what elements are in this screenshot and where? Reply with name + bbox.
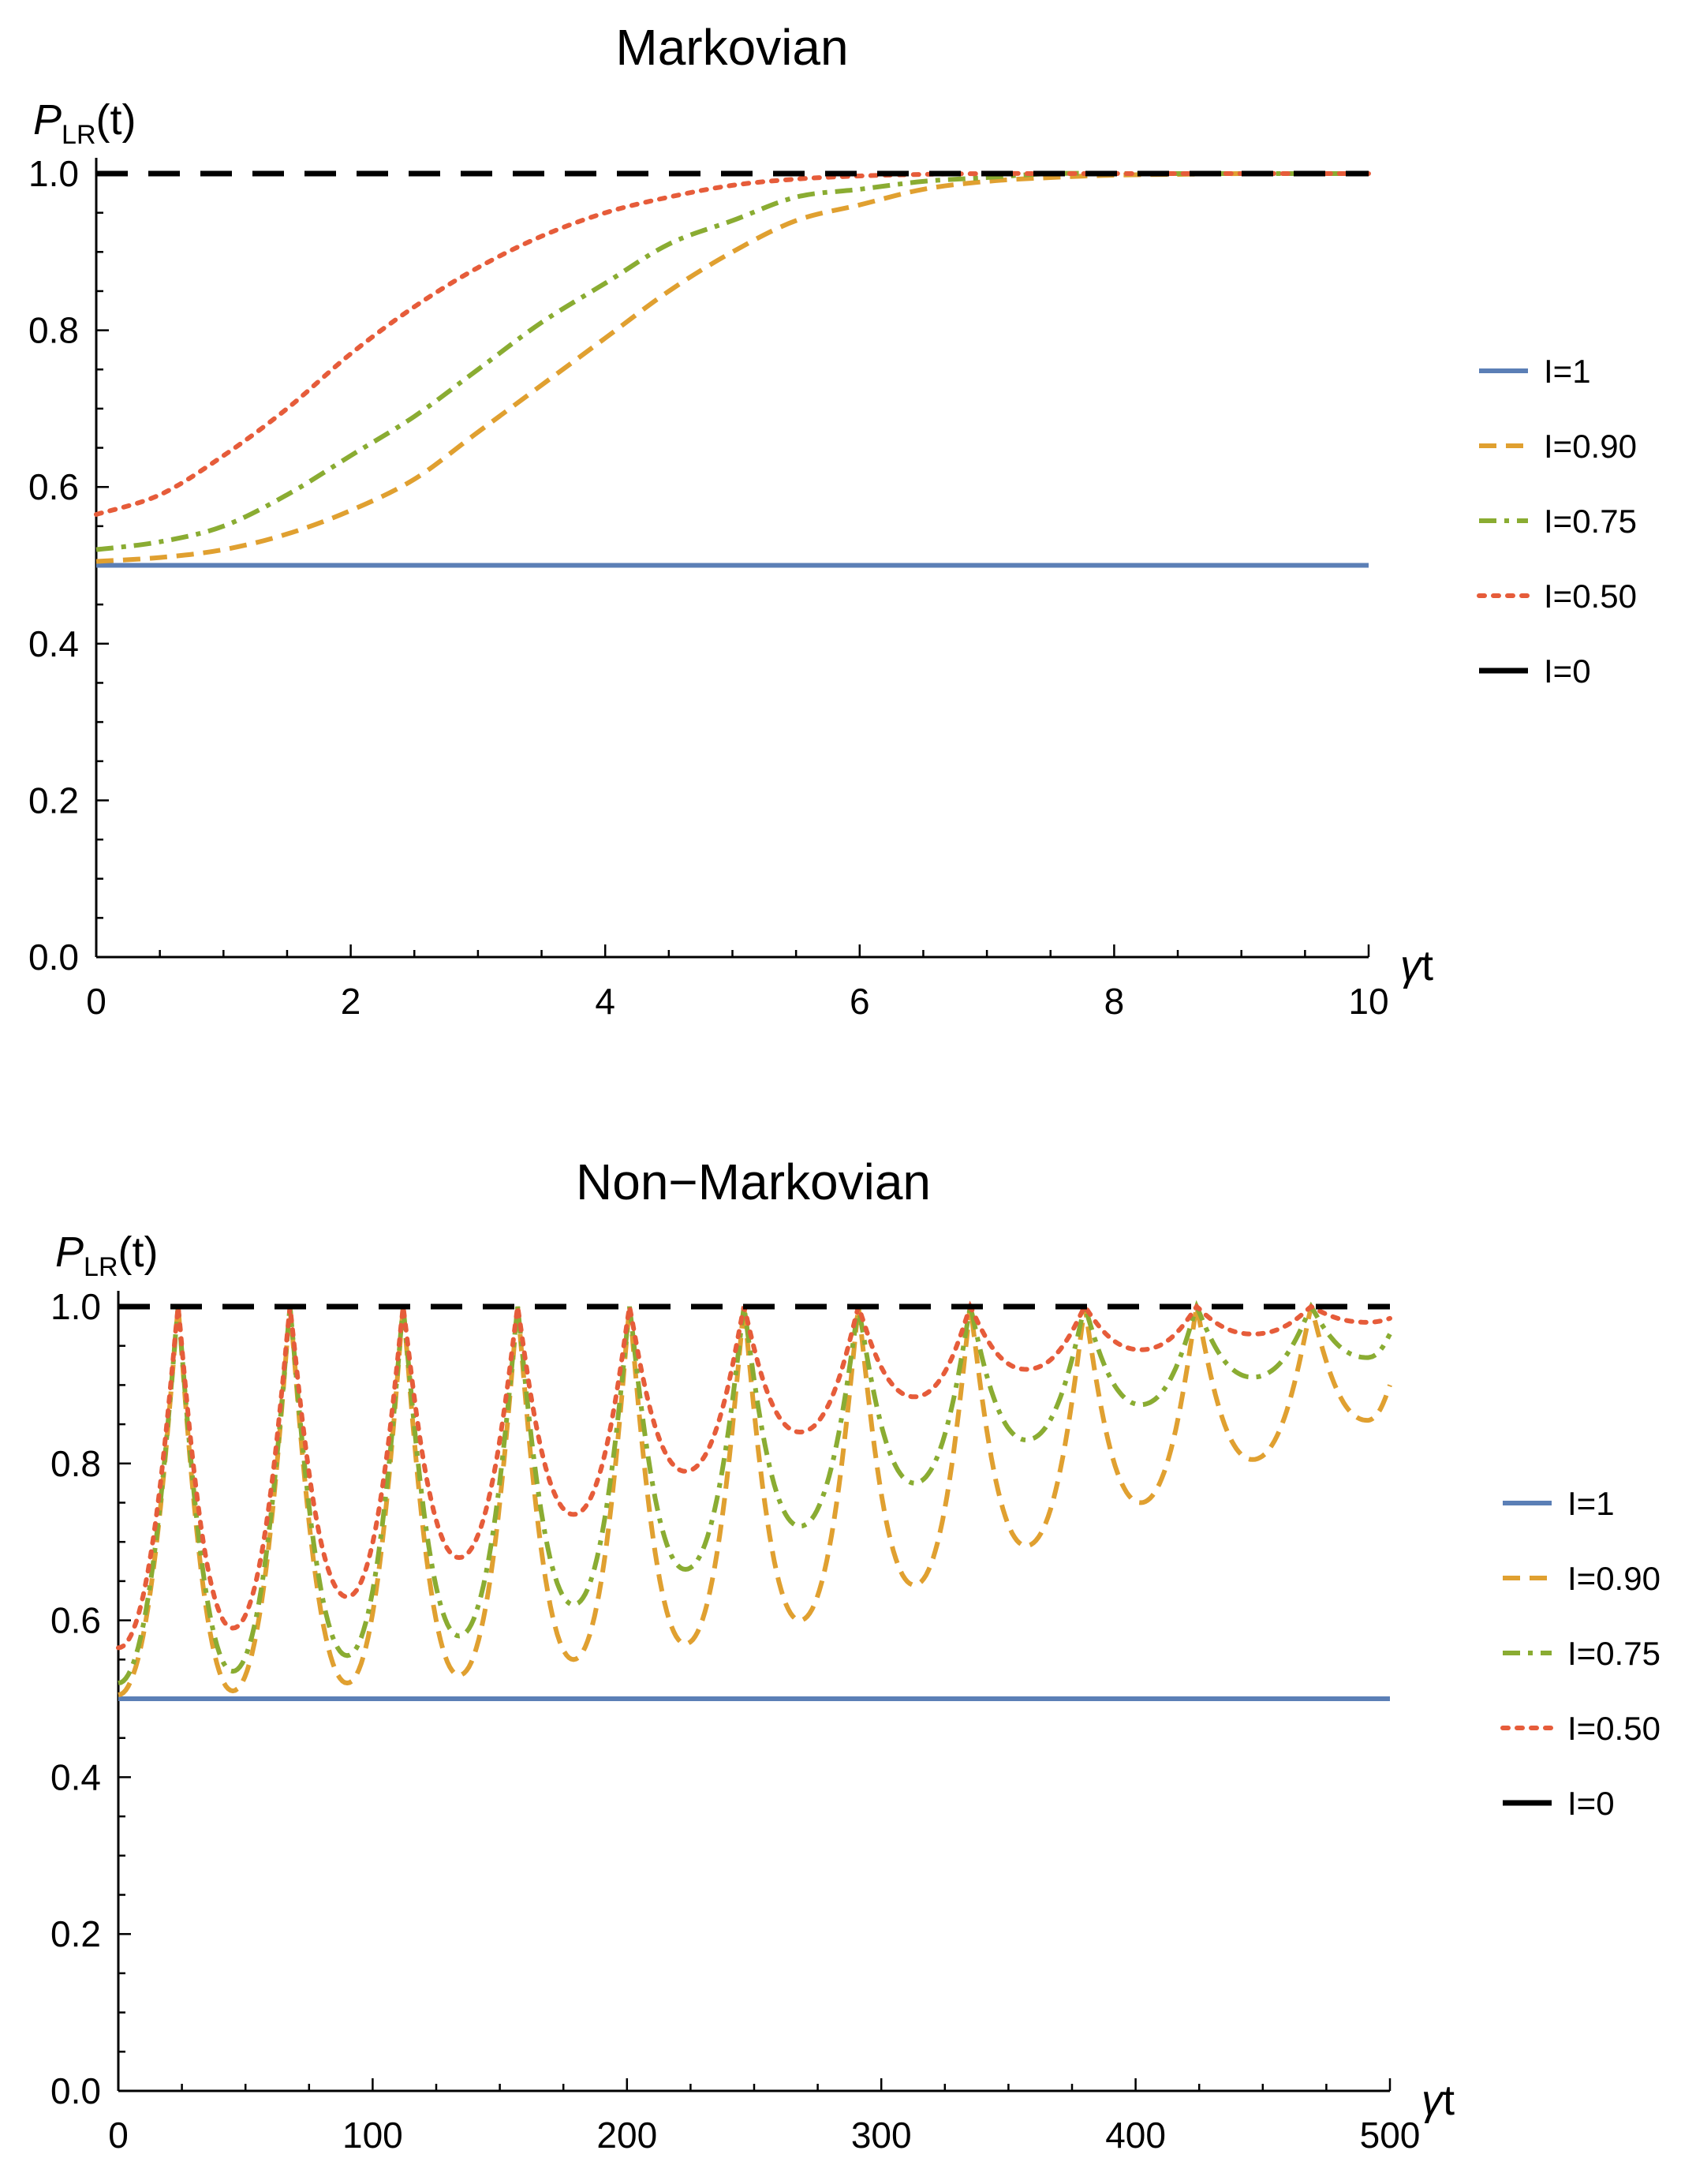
- chart-title: Non−Markovian: [576, 1154, 931, 1210]
- x-tick-label: 0: [86, 981, 106, 1022]
- x-tick-label: 6: [850, 981, 870, 1022]
- series-line-i-0-90: [95, 170, 1369, 564]
- series-line-i-0-75: [118, 1298, 1392, 1686]
- chart-panel-1: Markovian 0 2 4 6 8 10 0.0 0.2 0.4 0.6 0.8 1.0PLR(t)…: [28, 19, 1637, 1022]
- x-tick-label: 100: [342, 2115, 403, 2156]
- y-tick-label: 0.2: [50, 1913, 101, 1954]
- x-tick-label: 8: [1104, 981, 1125, 1022]
- y-tick-label: 0.6: [50, 1600, 101, 1641]
- legend-label: I=0.75: [1567, 1635, 1661, 1672]
- legend-label: I=1: [1544, 353, 1591, 390]
- legend-label: I=1: [1567, 1485, 1615, 1522]
- y-tick-label: 0.6: [28, 466, 79, 507]
- legend-label: I=0: [1567, 1785, 1615, 1822]
- y-tick-label: 0.8: [28, 310, 79, 351]
- legend: I=1 I=0.90 I=0.75 I=0.50 I=0: [1477, 353, 1637, 690]
- chart-panel-2: Non−Markovian 0 100 200 300 400 500 0.0 0.2 0.4 0.…: [50, 1154, 1661, 2156]
- y-tick-label: 0.4: [50, 1756, 101, 1797]
- series-line-i-0-90: [118, 1306, 1392, 1697]
- y-tick-label: 1.0: [28, 153, 79, 194]
- y-tick-label: 0.4: [28, 623, 79, 664]
- legend-label: I=0.75: [1544, 503, 1637, 540]
- y-tick-label: 0.8: [50, 1443, 101, 1484]
- x-axis-label: γt: [1400, 942, 1433, 989]
- x-tick-label: 200: [596, 2115, 657, 2156]
- legend-label: I=0.50: [1567, 1710, 1661, 1747]
- y-tick-label: 0.0: [28, 937, 79, 978]
- x-tick-label: 300: [851, 2115, 912, 2156]
- y-axis-label: PLR(t): [55, 1228, 158, 1282]
- legend-label: I=0.50: [1544, 578, 1637, 615]
- y-tick-label: 0.2: [28, 780, 79, 821]
- legend-label: I=0: [1544, 653, 1591, 690]
- x-axis-label: γt: [1421, 2077, 1455, 2124]
- series-line-i-0-50: [116, 1298, 1392, 1651]
- x-tick-label: 4: [595, 981, 615, 1022]
- y-tick-label: 0.0: [50, 2070, 101, 2111]
- x-tick-label: 2: [341, 981, 361, 1022]
- legend-label: I=0.90: [1567, 1560, 1661, 1597]
- series-line-i-0-75: [95, 170, 1369, 552]
- x-tick-label: 500: [1360, 2115, 1421, 2156]
- y-tick-label: 1.0: [50, 1286, 101, 1327]
- x-tick-label: 0: [108, 2115, 129, 2156]
- y-axis-label: PLR(t): [33, 96, 136, 150]
- series-line-i-0-50: [94, 170, 1371, 517]
- chart-title: Markovian: [615, 19, 848, 76]
- x-tick-label: 400: [1105, 2115, 1166, 2156]
- legend: I=1 I=0.90 I=0.75 I=0.50 I=0: [1500, 1485, 1661, 1822]
- legend-label: I=0.90: [1544, 428, 1637, 465]
- x-tick-label: 10: [1348, 981, 1388, 1022]
